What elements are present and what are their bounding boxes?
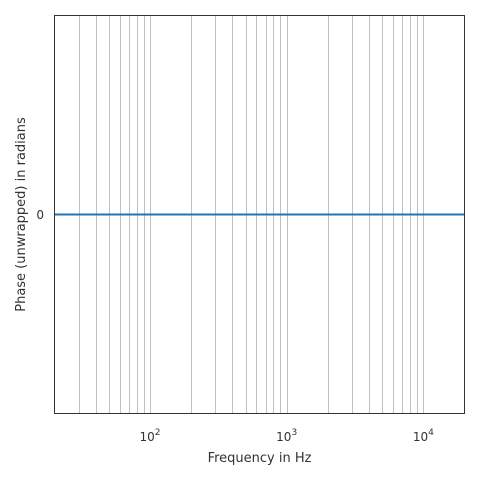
y-tick-label: 0 [36,208,44,222]
plot-frame [54,15,465,414]
x-tick-label: 104 [413,428,434,444]
x-tick-label: 103 [276,428,297,444]
x-tick-labels: 102 103 104 [140,428,435,444]
y-axis-label: Phase (unwrapped) in radians [14,117,29,312]
y-tick-labels: 0 [36,208,44,222]
x-axis-label: Frequency in Hz [208,451,312,466]
x-tick-label: 102 [140,428,161,444]
